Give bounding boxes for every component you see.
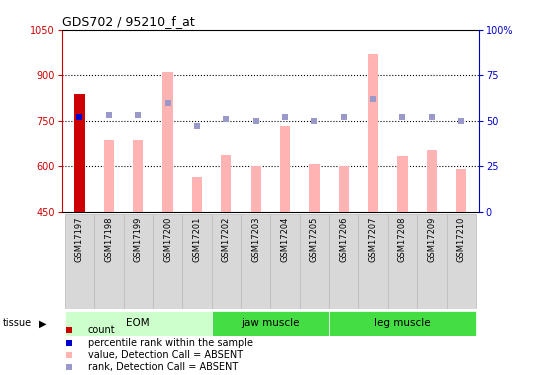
Bar xyxy=(280,126,290,212)
Bar xyxy=(456,170,466,212)
Text: tissue: tissue xyxy=(3,318,32,328)
Bar xyxy=(162,72,173,212)
Text: GSM17201: GSM17201 xyxy=(193,217,201,262)
Text: percentile rank within the sample: percentile rank within the sample xyxy=(88,338,253,348)
Text: leg muscle: leg muscle xyxy=(374,318,431,328)
Text: GSM17202: GSM17202 xyxy=(222,217,231,262)
Bar xyxy=(221,155,231,212)
Bar xyxy=(104,140,114,212)
Bar xyxy=(329,214,358,309)
Bar xyxy=(368,54,378,212)
Text: GSM17208: GSM17208 xyxy=(398,217,407,262)
Bar xyxy=(309,164,320,212)
Bar xyxy=(300,214,329,309)
Bar xyxy=(329,311,476,336)
Text: GSM17204: GSM17204 xyxy=(280,217,289,262)
Bar xyxy=(74,94,84,212)
Text: GSM17203: GSM17203 xyxy=(251,217,260,262)
Bar xyxy=(65,214,94,309)
Bar xyxy=(211,311,329,336)
Text: GSM17205: GSM17205 xyxy=(310,217,319,262)
Bar xyxy=(338,166,349,212)
Bar xyxy=(427,150,437,212)
Text: count: count xyxy=(88,326,116,336)
Bar xyxy=(65,311,211,336)
Text: value, Detection Call = ABSENT: value, Detection Call = ABSENT xyxy=(88,350,243,360)
Bar xyxy=(398,156,408,212)
Bar xyxy=(417,214,447,309)
Text: ▶: ▶ xyxy=(39,318,46,328)
Bar xyxy=(251,166,261,212)
Text: EOM: EOM xyxy=(126,318,150,328)
Bar xyxy=(241,214,271,309)
Bar xyxy=(271,214,300,309)
Bar xyxy=(133,140,143,212)
Bar xyxy=(192,177,202,212)
Bar xyxy=(124,214,153,309)
Text: GSM17206: GSM17206 xyxy=(339,217,348,262)
Text: jaw muscle: jaw muscle xyxy=(241,318,300,328)
Bar xyxy=(153,214,182,309)
Bar xyxy=(358,214,388,309)
Text: GSM17199: GSM17199 xyxy=(134,217,143,262)
Bar xyxy=(94,214,124,309)
Bar xyxy=(211,214,241,309)
Text: GSM17197: GSM17197 xyxy=(75,217,84,262)
Text: GSM17209: GSM17209 xyxy=(427,217,436,262)
Text: GSM17207: GSM17207 xyxy=(369,217,378,262)
Text: GSM17210: GSM17210 xyxy=(457,217,466,262)
Bar xyxy=(447,214,476,309)
Text: rank, Detection Call = ABSENT: rank, Detection Call = ABSENT xyxy=(88,362,238,372)
Text: GSM17198: GSM17198 xyxy=(104,217,114,262)
Text: GDS702 / 95210_f_at: GDS702 / 95210_f_at xyxy=(62,15,195,28)
Text: GSM17200: GSM17200 xyxy=(163,217,172,262)
Bar xyxy=(388,214,417,309)
Bar xyxy=(182,214,211,309)
